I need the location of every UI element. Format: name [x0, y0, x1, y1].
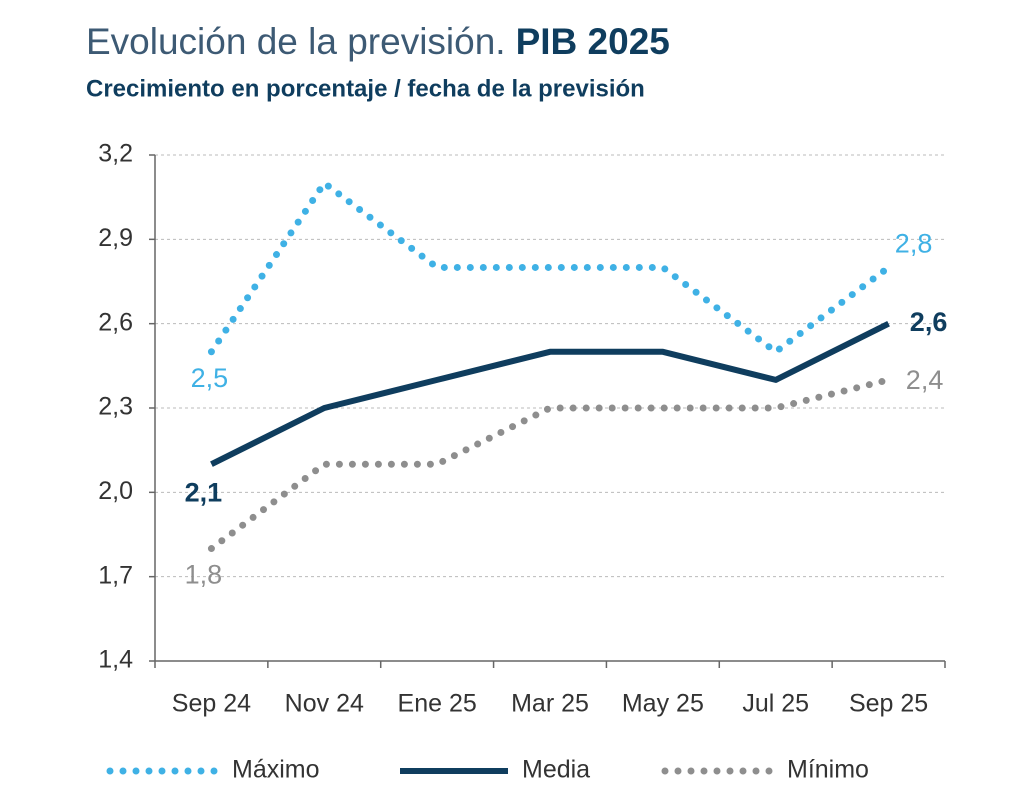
y-tick-label: 2,9 [98, 224, 133, 252]
x-tick-label: May 25 [622, 690, 704, 718]
x-tick-label: Ene 25 [398, 690, 477, 718]
legend-label: Mínimo [787, 756, 869, 784]
x-tick-label: Sep 24 [172, 690, 251, 718]
data-label: 2,1 [185, 477, 223, 507]
x-tick-label: Mar 25 [511, 690, 589, 718]
y-tick-label: 2,6 [98, 308, 133, 336]
series-line [207, 376, 893, 553]
title-emphasis: PIB 2025 [516, 21, 670, 62]
y-tick-label: 1,7 [98, 561, 133, 589]
title-text: Evolución de la previsión. [86, 21, 506, 62]
chart-subtitle: Crecimiento en porcentaje / fecha de la … [86, 75, 645, 102]
y-tick-label: 3,2 [98, 140, 133, 168]
legend-label: Media [522, 756, 590, 784]
x-tick-label: Sep 25 [849, 690, 928, 718]
legend-label: Máximo [232, 756, 320, 784]
data-label: 2,5 [191, 363, 229, 393]
y-tick-label: 1,4 [98, 646, 133, 674]
series-line [210, 320, 890, 467]
y-tick-label: 2,3 [98, 393, 133, 421]
data-label: 1,8 [185, 560, 223, 590]
series-line [207, 178, 893, 357]
x-tick-label: Nov 24 [285, 690, 364, 718]
chart-title: Evolución de la previsión. PIB 2025 [86, 21, 670, 62]
data-label: 2,4 [906, 365, 944, 395]
x-tick-label: Jul 25 [742, 690, 809, 718]
y-tick-label: 2,0 [98, 477, 133, 505]
data-label: 2,8 [895, 229, 933, 259]
data-label: 2,6 [910, 307, 948, 337]
